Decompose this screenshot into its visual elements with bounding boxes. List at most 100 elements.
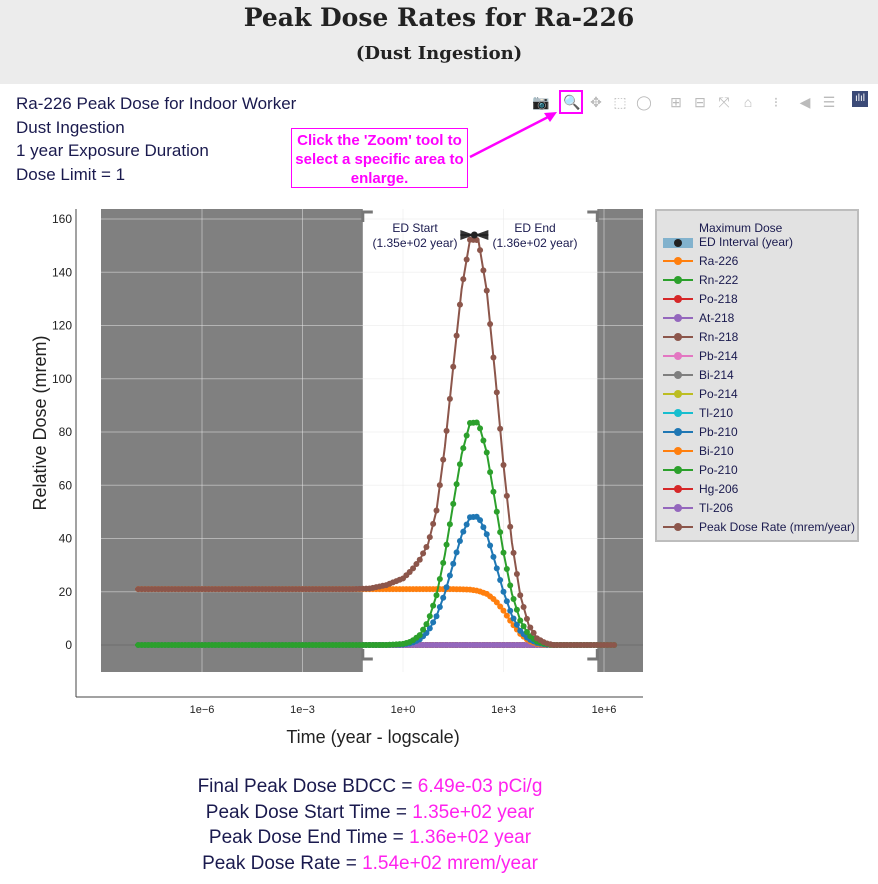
- selection-corner: [361, 649, 373, 661]
- hover-closest-icon[interactable]: ◀: [799, 94, 811, 110]
- legend-item[interactable]: Rn-222: [663, 272, 738, 288]
- result-label: Peak Dose Rate =: [202, 852, 363, 874]
- legend-item-maximum-dose[interactable]: Maximum Dose ED Interval (year): [663, 219, 793, 251]
- legend-item[interactable]: Tl-210: [663, 405, 733, 421]
- y-tick-label: 40: [59, 532, 73, 546]
- result-line: Peak Dose End Time = 1.36e+02 year: [0, 827, 740, 849]
- data-point: [456, 301, 463, 308]
- data-point: [463, 521, 470, 528]
- data-point: [430, 619, 437, 626]
- legend-label: Bi-210: [699, 444, 734, 458]
- legend-item[interactable]: Po-210: [663, 462, 738, 478]
- data-point: [513, 571, 520, 578]
- legend-label: Po-218: [699, 292, 738, 306]
- data-point: [430, 602, 437, 609]
- data-point: [487, 321, 494, 328]
- legend-swatch: [663, 424, 693, 440]
- box-select-icon[interactable]: ⬚: [613, 94, 627, 110]
- lasso-select-icon[interactable]: ◯: [636, 94, 652, 110]
- data-point: [410, 565, 417, 572]
- legend-item[interactable]: Rn-218: [663, 329, 738, 345]
- result-value: 1.36e+02 year: [409, 827, 532, 848]
- data-point: [493, 565, 500, 572]
- data-point: [493, 508, 500, 515]
- legend-swatch: [663, 253, 693, 269]
- data-point: [443, 584, 450, 591]
- data-point: [450, 363, 457, 370]
- data-point: [446, 395, 453, 402]
- legend-swatch: [663, 500, 693, 516]
- data-point: [500, 549, 507, 556]
- legend-item[interactable]: Ra-226: [663, 253, 738, 269]
- legend-swatch: [663, 348, 693, 364]
- data-point: [433, 613, 440, 620]
- data-point: [497, 529, 504, 536]
- legend-item[interactable]: Po-214: [663, 386, 738, 402]
- data-point: [503, 566, 510, 573]
- hover-compare-icon[interactable]: ☰: [822, 94, 836, 110]
- legend-label: ED Interval (year): [699, 235, 794, 249]
- legend-swatch: [663, 329, 693, 345]
- data-point: [487, 542, 494, 549]
- plotly-logo-icon[interactable]: ılıl: [852, 91, 868, 107]
- info-line: 1 year Exposure Duration: [16, 141, 209, 160]
- result-value: 1.35e+02 year: [412, 801, 535, 823]
- legend-item[interactable]: Bi-214: [663, 367, 734, 383]
- y-tick-label: 120: [52, 319, 72, 333]
- zoom-icon[interactable]: 🔍: [559, 90, 583, 114]
- data-point: [611, 642, 618, 648]
- data-point: [426, 625, 433, 632]
- data-point: [436, 576, 443, 583]
- camera-icon[interactable]: 📷: [532, 94, 550, 110]
- data-point: [490, 354, 497, 361]
- legend-item[interactable]: Hg-206: [663, 481, 738, 497]
- legend-swatch: [663, 291, 693, 307]
- legend-label: Pb-214: [699, 349, 738, 363]
- legend-label: Tl-210: [699, 406, 734, 420]
- legend-item[interactable]: Peak Dose Rate (mrem/year): [663, 519, 855, 535]
- legend-item[interactable]: Tl-206: [663, 500, 733, 516]
- legend-item[interactable]: Pb-214: [663, 348, 738, 364]
- data-point: [503, 612, 510, 619]
- legend-item[interactable]: At-218: [663, 310, 734, 326]
- legend-swatch: [663, 462, 693, 478]
- data-point: [460, 528, 467, 535]
- zoom-out-icon[interactable]: ⊟: [694, 94, 706, 110]
- data-point: [497, 577, 504, 584]
- selected-range: [362, 209, 598, 672]
- data-point: [423, 544, 430, 551]
- y-tick-label: 160: [52, 212, 72, 226]
- data-point: [507, 582, 514, 589]
- legend-swatch: [663, 481, 693, 497]
- data-point: [456, 461, 463, 468]
- reset-axes-icon[interactable]: ⌂: [743, 94, 753, 110]
- info-line: Ra-226 Peak Dose for Indoor Worker: [16, 94, 297, 113]
- result-value: 1.54e+02 mrem/year: [362, 852, 538, 874]
- data-point: [510, 549, 517, 556]
- data-point: [523, 615, 530, 622]
- zoom-in-icon[interactable]: ⊞: [670, 94, 682, 110]
- data-point: [517, 617, 524, 624]
- x-tick-label: 1e−6: [190, 704, 215, 716]
- spike-lines-icon[interactable]: ⁝: [773, 94, 779, 110]
- data-point: [493, 389, 500, 396]
- info-line: Dust Ingestion: [16, 117, 125, 137]
- data-point: [520, 623, 527, 630]
- data-point: [440, 559, 447, 566]
- data-point: [440, 456, 447, 463]
- autoscale-icon[interactable]: ⤧: [718, 94, 730, 110]
- data-point: [453, 549, 460, 556]
- callout-arrowhead: [544, 112, 557, 122]
- result-line: Peak Dose Start Time = 1.35e+02 year: [0, 802, 740, 824]
- legend-item[interactable]: Bi-210: [663, 443, 734, 459]
- y-tick-label: 60: [59, 478, 73, 492]
- legend-swatch: [663, 367, 693, 383]
- data-point: [416, 632, 423, 639]
- legend-label: Maximum Dose: [699, 221, 783, 235]
- pan-icon[interactable]: ✥: [590, 94, 602, 110]
- data-point: [453, 332, 460, 339]
- legend-item[interactable]: Pb-210: [663, 424, 738, 440]
- legend-item[interactable]: Po-218: [663, 291, 738, 307]
- legend-swatch: [663, 227, 693, 248]
- data-point: [490, 488, 497, 495]
